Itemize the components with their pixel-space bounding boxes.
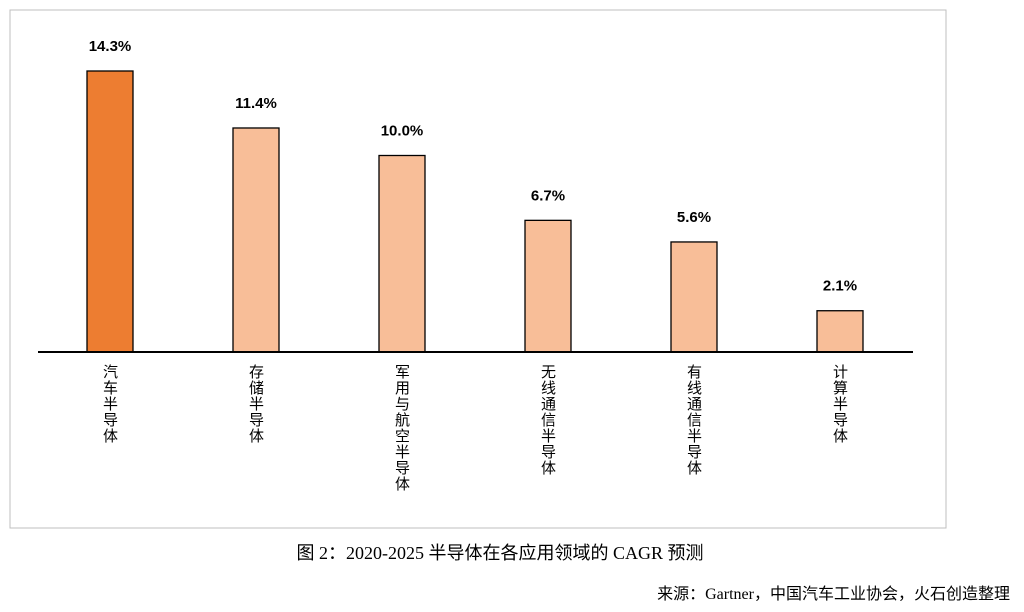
x-tick-label: 存储半导体 — [247, 364, 265, 444]
value-label: 10.0% — [381, 122, 424, 139]
bar — [816, 310, 864, 353]
value-label: 14.3% — [89, 38, 132, 55]
value-label: 2.1% — [823, 278, 857, 295]
x-tick-label: 计算半导体 — [831, 364, 849, 444]
bar — [378, 154, 426, 353]
bar — [670, 241, 718, 353]
x-tick-label: 无线通信半导体 — [539, 364, 557, 476]
bar — [86, 70, 134, 353]
chart-frame — [9, 9, 947, 529]
source-note: 来源：Gartner，中国汽车工业协会，火石创造整理 — [657, 586, 1010, 603]
caption: 图 2：2020-2025 半导体在各应用领域的 CAGR 预测 — [296, 543, 704, 563]
value-label: 6.7% — [531, 187, 565, 204]
bar — [524, 219, 572, 353]
value-label: 11.4% — [235, 95, 277, 112]
bar — [232, 127, 280, 353]
x-tick-label: 汽车半导体 — [101, 364, 119, 444]
value-label: 5.6% — [677, 209, 711, 226]
x-tick-label: 军用与航空半导体 — [393, 364, 411, 492]
x-tick-label: 有线通信半导体 — [685, 364, 703, 476]
